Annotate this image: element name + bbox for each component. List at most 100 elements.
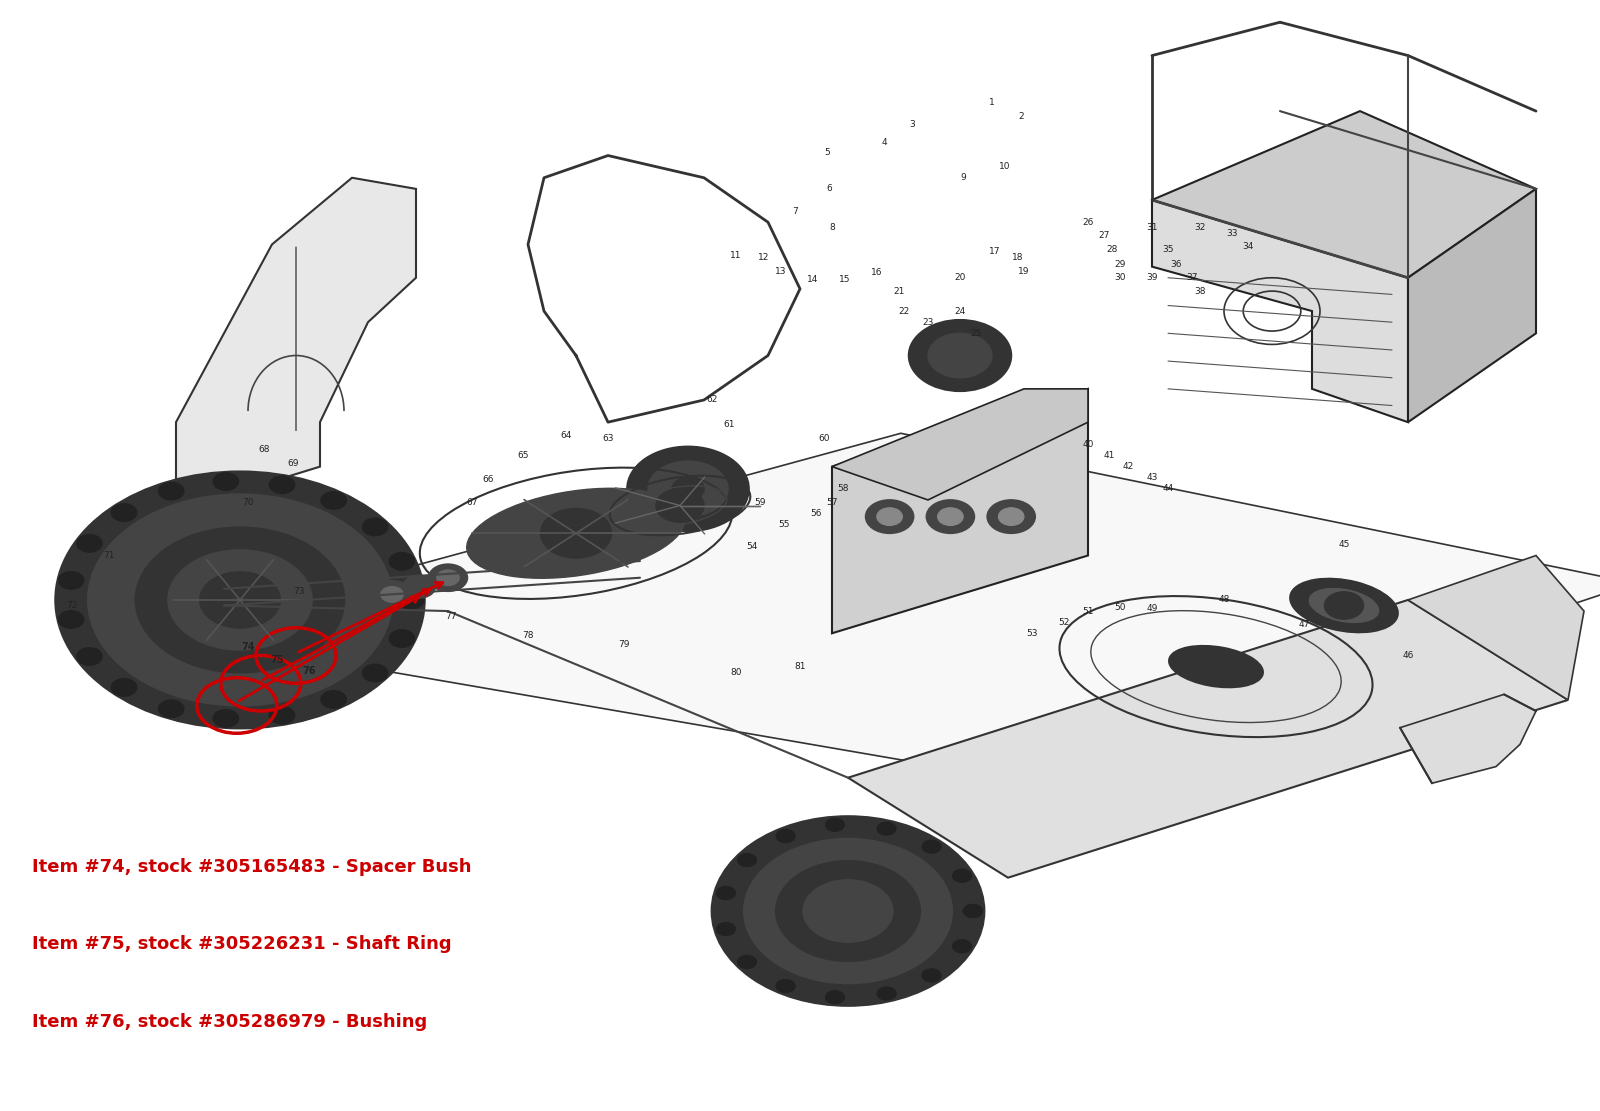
Text: 4: 4 [882,138,888,147]
Text: 48: 48 [1218,595,1230,604]
Text: 73: 73 [293,587,306,595]
Circle shape [403,575,435,598]
Text: 25: 25 [970,329,982,338]
Circle shape [776,980,795,993]
Circle shape [866,500,914,533]
Text: 44: 44 [1162,484,1174,493]
Circle shape [712,817,984,1005]
Text: 64: 64 [560,431,573,440]
Text: 80: 80 [730,668,742,677]
Text: 21: 21 [893,287,906,296]
Polygon shape [848,600,1568,878]
Text: 16: 16 [870,268,883,277]
Text: 28: 28 [1106,246,1118,254]
Circle shape [322,491,347,509]
Text: 71: 71 [102,551,115,560]
Circle shape [389,630,414,648]
Text: 17: 17 [989,247,1002,256]
Text: 70: 70 [242,498,254,507]
Circle shape [1197,653,1235,680]
Polygon shape [1152,200,1408,422]
Circle shape [672,478,704,500]
Text: 74: 74 [242,642,254,652]
Text: 40: 40 [1082,440,1094,449]
Ellipse shape [467,488,685,579]
Circle shape [168,550,312,650]
Text: 6: 6 [826,184,832,193]
Circle shape [877,987,896,1000]
Circle shape [952,940,971,953]
Circle shape [213,710,238,728]
Circle shape [776,861,920,961]
Polygon shape [1400,694,1536,783]
Circle shape [158,700,184,718]
Text: 26: 26 [1082,218,1094,227]
Polygon shape [1152,111,1536,278]
Text: 22: 22 [898,307,910,316]
Text: 15: 15 [838,276,851,284]
Text: 41: 41 [1102,451,1115,460]
Text: 69: 69 [286,459,299,468]
Circle shape [952,869,971,882]
Circle shape [398,591,424,609]
Text: 51: 51 [1082,607,1094,615]
Circle shape [926,500,974,533]
Text: 13: 13 [774,267,787,276]
Circle shape [938,508,963,526]
Circle shape [200,572,280,628]
Circle shape [381,587,403,602]
Circle shape [136,528,344,672]
Text: 23: 23 [922,318,934,327]
Text: 8: 8 [829,223,835,232]
Circle shape [627,447,749,531]
Text: Item #76, stock #305286979 - Bushing: Item #76, stock #305286979 - Bushing [32,1013,427,1031]
Circle shape [362,664,387,682]
Text: 62: 62 [706,396,718,404]
Circle shape [963,904,982,918]
Text: 33: 33 [1226,229,1238,238]
Polygon shape [832,389,1088,500]
Polygon shape [1408,556,1584,700]
Ellipse shape [1309,589,1379,622]
Text: 3: 3 [909,120,915,129]
Polygon shape [166,433,1600,783]
Circle shape [738,853,757,867]
Text: 1: 1 [989,98,995,107]
Circle shape [58,611,83,629]
Circle shape [928,333,992,378]
Text: 31: 31 [1146,223,1158,232]
Circle shape [58,571,83,589]
Text: 49: 49 [1146,604,1158,613]
Text: 63: 63 [602,434,614,443]
Text: 39: 39 [1146,273,1158,282]
Text: 61: 61 [723,420,736,429]
Text: 67: 67 [466,498,478,507]
Text: 56: 56 [810,509,822,518]
Circle shape [1325,592,1363,619]
Text: 60: 60 [818,434,830,443]
Circle shape [269,476,294,493]
Text: 10: 10 [998,162,1011,171]
Text: 53: 53 [1026,629,1038,638]
Text: 45: 45 [1338,540,1350,549]
Text: 37: 37 [1186,273,1198,282]
Text: 75: 75 [270,655,283,665]
Text: 66: 66 [482,476,494,484]
Text: 18: 18 [1011,253,1024,262]
Circle shape [826,991,845,1004]
Text: 68: 68 [258,446,270,454]
Text: 79: 79 [618,640,630,649]
Text: 32: 32 [1194,223,1206,232]
Circle shape [88,494,392,705]
Text: 29: 29 [1114,260,1126,269]
Text: 14: 14 [806,276,819,284]
Circle shape [56,472,424,728]
Text: 7: 7 [792,207,798,216]
Circle shape [112,503,138,521]
Circle shape [998,508,1024,526]
Circle shape [437,570,459,585]
Text: 57: 57 [826,498,838,507]
Text: 55: 55 [778,520,790,529]
Text: 2: 2 [1018,112,1024,121]
Circle shape [909,320,1011,391]
